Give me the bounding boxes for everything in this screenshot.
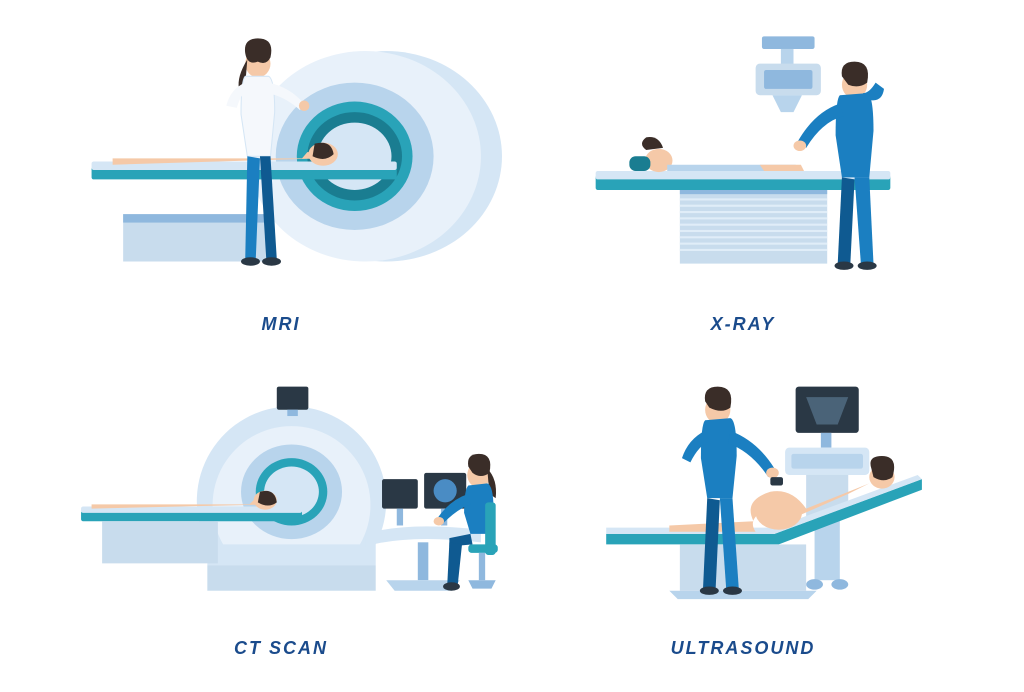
panel-ctscan: CT SCAN (60, 355, 502, 660)
xray-table-base (680, 190, 827, 264)
ultrasound-label: ULTRASOUND (671, 638, 816, 659)
mri-illustration (60, 30, 502, 304)
xray-label: X-RAY (711, 314, 776, 335)
panel-mri: MRI (60, 30, 502, 335)
xray-illustration (522, 30, 964, 304)
panel-xray: X-RAY (522, 30, 964, 335)
infographic-grid: MRI (0, 0, 1024, 692)
ultrasound-illustration (522, 355, 964, 629)
mri-label: MRI (262, 314, 301, 335)
ctscan-illustration (60, 355, 502, 629)
ctscan-label: CT SCAN (234, 638, 328, 659)
panel-ultrasound: ULTRASOUND (522, 355, 964, 660)
